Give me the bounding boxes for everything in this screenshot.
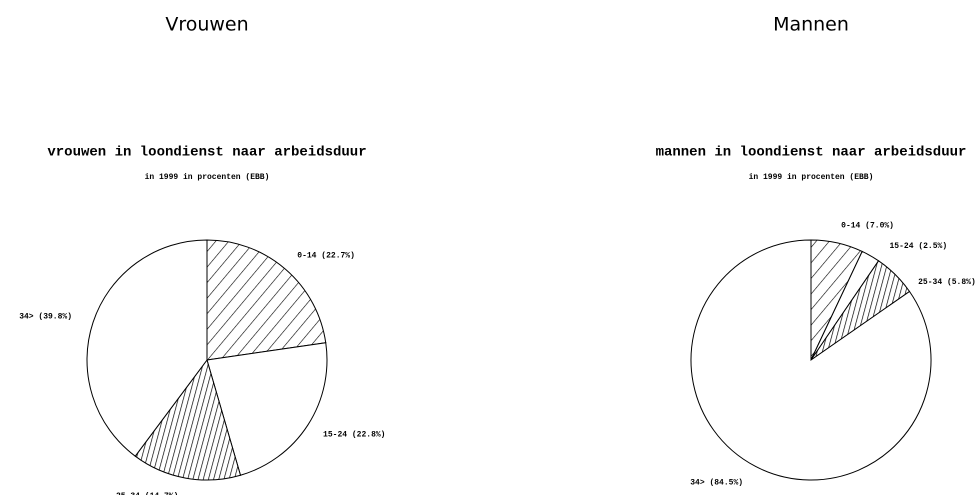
category-label: 0-14 <box>297 252 316 261</box>
data-label: 34> (84.5%) <box>690 478 743 487</box>
value-label: (2.5%) <box>918 242 947 251</box>
category-label: 15-24 <box>889 242 913 251</box>
pie-slice <box>134 358 242 481</box>
value-label: (5.8%) <box>947 278 976 287</box>
data-label: 25-34 (5.8%) <box>918 278 976 287</box>
pie-slice <box>690 239 932 481</box>
value-label: (39.8%) <box>38 313 72 322</box>
category-label: 25-34 <box>116 492 140 495</box>
data-label: 25-34 (14.7%) <box>116 492 178 495</box>
pie-slice <box>206 342 328 476</box>
header: Mannen <box>773 14 849 36</box>
pie-slice <box>206 239 327 361</box>
category-label: 34> <box>19 313 34 322</box>
chart-subtitle: in 1999 in procenten (EBB) <box>749 173 874 182</box>
pie-slice <box>86 239 208 457</box>
value-label: (14.7%) <box>145 492 179 495</box>
category-label: 34> <box>690 478 705 487</box>
chart-title: vrouwen in loondienst naar arbeidsduur <box>47 145 366 161</box>
header: Vrouwen <box>165 14 248 36</box>
chart-subtitle: in 1999 in procenten (EBB) <box>145 173 270 182</box>
data-label: 0-14 (22.7%) <box>297 252 355 261</box>
value-label: (22.7%) <box>321 252 355 261</box>
category-label: 15-24 <box>323 431 347 440</box>
data-label: 0-14 (7.0%) <box>841 221 894 230</box>
data-label: 34> (39.8%) <box>19 313 72 322</box>
data-label: 15-24 (2.5%) <box>889 242 947 251</box>
category-label: 25-34 <box>918 278 942 287</box>
data-label: 15-24 (22.8%) <box>323 431 385 440</box>
value-label: (7.0%) <box>865 221 894 230</box>
value-label: (22.8%) <box>352 431 386 440</box>
value-label: (84.5%) <box>709 478 743 487</box>
chart-title: mannen in loondienst naar arbeidsduur <box>656 145 967 161</box>
category-label: 0-14 <box>841 221 860 230</box>
